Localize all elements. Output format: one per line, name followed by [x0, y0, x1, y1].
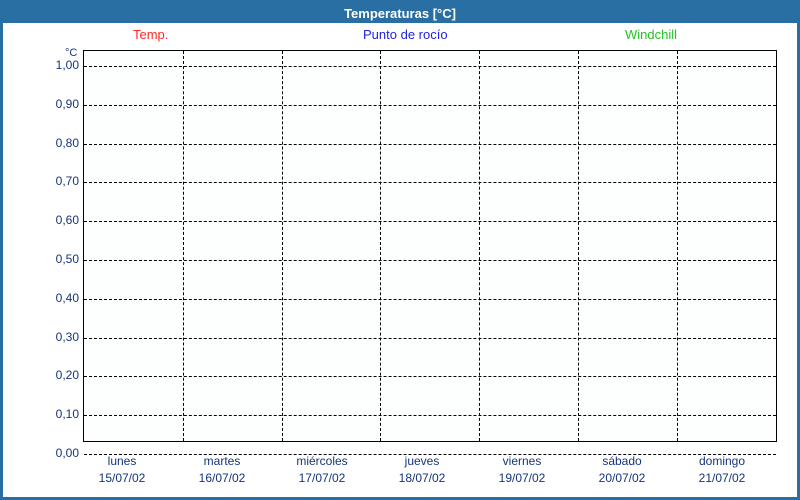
- y-tick-4: 0,60: [23, 213, 79, 227]
- x-axis-category-6: domingo 21/07/02: [699, 453, 746, 487]
- gridline-h-9: [84, 415, 776, 416]
- gridline-h-7: [84, 338, 776, 339]
- gridline-v-3: [380, 51, 381, 441]
- gridline-h-1: [84, 105, 776, 106]
- y-tick-10: 0,00: [23, 446, 79, 460]
- y-tick-2: 0,80: [23, 136, 79, 150]
- x-axis-category-3: jueves 18/07/02: [399, 453, 446, 487]
- x-axis-category-1: martes 16/07/02: [199, 453, 246, 487]
- gridline-h-8: [84, 376, 776, 377]
- legend-item-dewpoint: Punto de rocío: [363, 27, 448, 42]
- y-tick-9: 0,10: [23, 407, 79, 421]
- gridline-v-2: [282, 51, 283, 441]
- x-axis-category-0: lunes 15/07/02: [99, 453, 146, 487]
- y-tick-0: 1,00: [23, 58, 79, 72]
- gridline-h-4: [84, 221, 776, 222]
- y-tick-7: 0,30: [23, 330, 79, 344]
- legend-item-windchill: Windchill: [625, 27, 677, 42]
- gridline-v-1: [183, 51, 184, 441]
- gridline-v-6: [677, 51, 678, 441]
- gridline-v-5: [578, 51, 579, 441]
- chart-frame: Temperaturas [°C] Temp. Punto de rocío W…: [0, 0, 800, 500]
- y-tick-6: 0,40: [23, 291, 79, 305]
- gridline-h-3: [84, 182, 776, 183]
- gridline-h-6: [84, 299, 776, 300]
- gridline-h-5: [84, 260, 776, 261]
- x-axis-category-2: miércoles 17/07/02: [296, 453, 347, 487]
- chart-plot-area[interactable]: [83, 50, 777, 442]
- chart-title: Temperaturas [°C]: [344, 6, 456, 21]
- y-tick-5: 0,50: [23, 252, 79, 266]
- y-tick-1: 0,90: [23, 97, 79, 111]
- gridline-h-2: [84, 144, 776, 145]
- chart-titlebar: Temperaturas [°C]: [3, 3, 797, 23]
- x-axis-category-5: sábado 20/07/02: [599, 453, 646, 487]
- legend-item-temp: Temp.: [133, 27, 168, 42]
- gridline-h-0: [84, 66, 776, 67]
- y-tick-8: 0,20: [23, 368, 79, 382]
- x-axis-category-4: viernes 19/07/02: [499, 453, 546, 487]
- gridline-v-4: [479, 51, 480, 441]
- y-tick-3: 0,70: [23, 174, 79, 188]
- legend-row: Temp. Punto de rocío Windchill: [3, 27, 797, 45]
